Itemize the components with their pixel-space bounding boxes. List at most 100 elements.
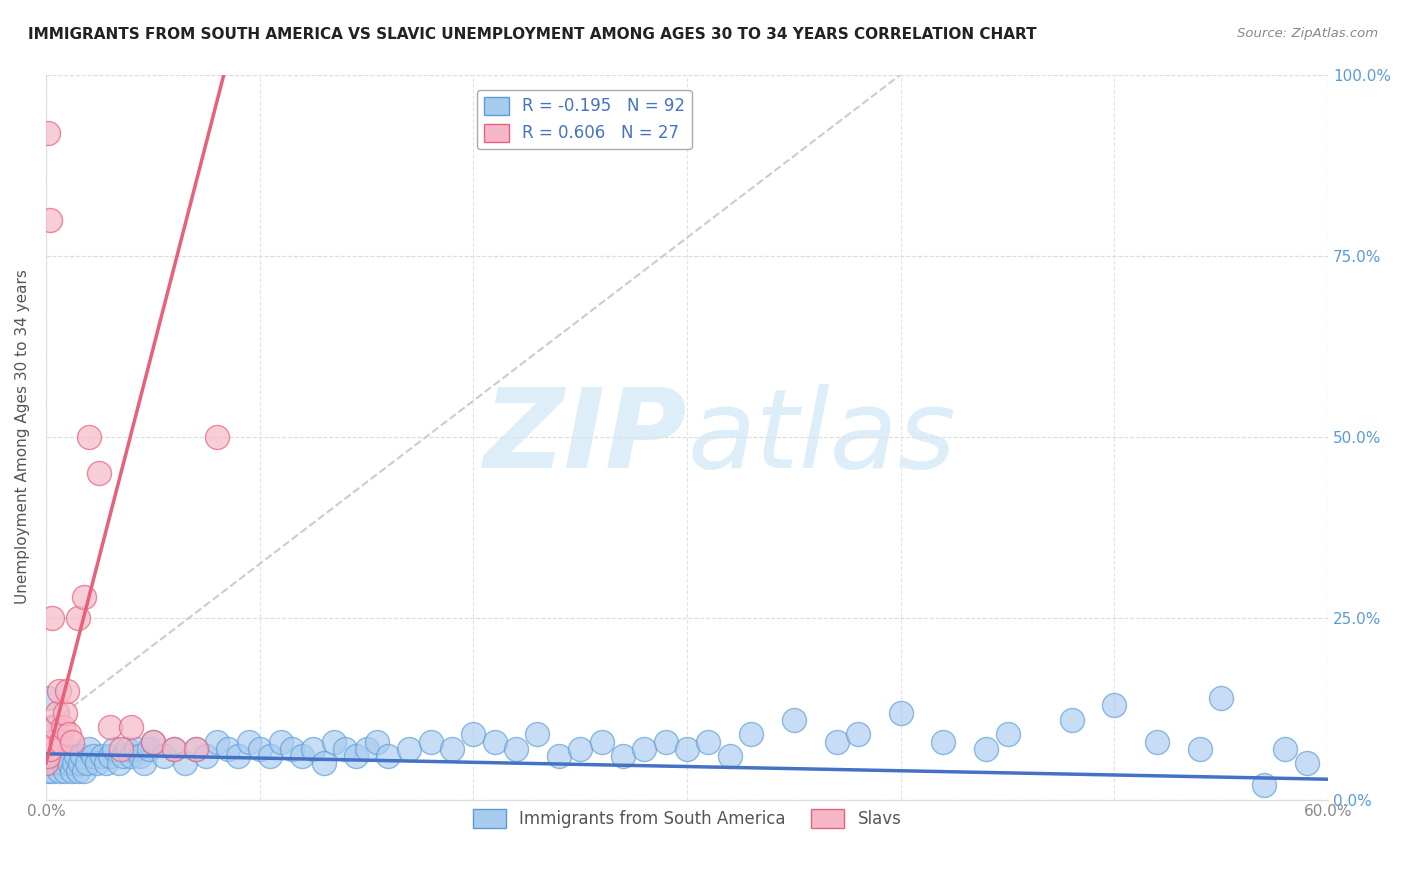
Point bbox=[41, 720, 63, 734]
Point bbox=[569, 741, 592, 756]
Point bbox=[484, 734, 506, 748]
Point bbox=[86, 756, 108, 771]
Point bbox=[398, 741, 420, 756]
Point bbox=[226, 749, 249, 764]
Point bbox=[526, 727, 548, 741]
Point bbox=[39, 212, 62, 227]
Point bbox=[56, 683, 79, 698]
Text: ZIP: ZIP bbox=[484, 384, 688, 491]
Point bbox=[82, 749, 104, 764]
Point bbox=[52, 756, 75, 771]
Point bbox=[783, 713, 806, 727]
Point bbox=[676, 741, 699, 756]
Point bbox=[302, 741, 325, 756]
Point bbox=[138, 741, 160, 756]
Point bbox=[333, 741, 356, 756]
Point bbox=[184, 741, 207, 756]
Point bbox=[45, 756, 67, 771]
Point bbox=[41, 764, 63, 778]
Point bbox=[110, 741, 132, 756]
Text: Source: ZipAtlas.com: Source: ZipAtlas.com bbox=[1237, 27, 1378, 40]
Point bbox=[41, 734, 63, 748]
Point bbox=[134, 756, 156, 771]
Point bbox=[1146, 734, 1168, 748]
Legend: Immigrants from South America, Slavs: Immigrants from South America, Slavs bbox=[465, 803, 908, 835]
Point bbox=[344, 749, 367, 764]
Point bbox=[270, 734, 292, 748]
Point bbox=[195, 749, 218, 764]
Point bbox=[163, 741, 186, 756]
Point bbox=[259, 749, 281, 764]
Point bbox=[76, 756, 98, 771]
Text: IMMIGRANTS FROM SOUTH AMERICA VS SLAVIC UNEMPLOYMENT AMONG AGES 30 TO 34 YEARS C: IMMIGRANTS FROM SOUTH AMERICA VS SLAVIC … bbox=[28, 27, 1036, 42]
Point bbox=[1104, 698, 1126, 713]
Point bbox=[35, 756, 58, 771]
Point bbox=[280, 741, 302, 756]
Point bbox=[60, 764, 83, 778]
Point bbox=[163, 741, 186, 756]
Point bbox=[37, 764, 59, 778]
Point bbox=[249, 741, 271, 756]
Point bbox=[77, 430, 100, 444]
Point bbox=[58, 727, 80, 741]
Point bbox=[142, 734, 165, 748]
Point bbox=[1295, 756, 1317, 771]
Point bbox=[98, 720, 121, 734]
Point bbox=[44, 749, 66, 764]
Point bbox=[205, 734, 228, 748]
Point bbox=[1211, 691, 1233, 706]
Point bbox=[39, 756, 62, 771]
Point bbox=[312, 756, 335, 771]
Point bbox=[591, 734, 613, 748]
Y-axis label: Unemployment Among Ages 30 to 34 years: Unemployment Among Ages 30 to 34 years bbox=[15, 269, 30, 605]
Point bbox=[58, 756, 80, 771]
Point bbox=[238, 734, 260, 748]
Point bbox=[120, 720, 142, 734]
Point bbox=[69, 756, 91, 771]
Point bbox=[654, 734, 676, 748]
Point bbox=[612, 749, 634, 764]
Point bbox=[56, 749, 79, 764]
Point bbox=[60, 734, 83, 748]
Point bbox=[53, 706, 76, 720]
Point bbox=[66, 764, 89, 778]
Point bbox=[633, 741, 655, 756]
Point bbox=[419, 734, 441, 748]
Point bbox=[73, 764, 96, 778]
Point bbox=[125, 741, 148, 756]
Point bbox=[997, 727, 1019, 741]
Point bbox=[39, 741, 62, 756]
Point bbox=[120, 749, 142, 764]
Point bbox=[440, 741, 463, 756]
Point bbox=[52, 720, 75, 734]
Point bbox=[356, 741, 378, 756]
Point bbox=[62, 756, 84, 771]
Point bbox=[94, 756, 117, 771]
Point bbox=[48, 683, 70, 698]
Point bbox=[72, 749, 94, 764]
Text: atlas: atlas bbox=[688, 384, 956, 491]
Point bbox=[825, 734, 848, 748]
Point bbox=[49, 749, 72, 764]
Point bbox=[37, 749, 59, 764]
Point bbox=[1253, 778, 1275, 792]
Point bbox=[129, 749, 152, 764]
Point bbox=[846, 727, 869, 741]
Point bbox=[90, 749, 112, 764]
Point bbox=[173, 756, 195, 771]
Point bbox=[98, 749, 121, 764]
Point bbox=[107, 756, 129, 771]
Point bbox=[463, 727, 485, 741]
Point bbox=[366, 734, 388, 748]
Point bbox=[45, 706, 67, 720]
Point bbox=[974, 741, 997, 756]
Point bbox=[184, 741, 207, 756]
Point bbox=[115, 741, 138, 756]
Point bbox=[49, 734, 72, 748]
Point bbox=[1188, 741, 1211, 756]
Point bbox=[37, 691, 59, 706]
Point bbox=[142, 734, 165, 748]
Point bbox=[217, 741, 239, 756]
Point bbox=[44, 720, 66, 734]
Point bbox=[1060, 713, 1083, 727]
